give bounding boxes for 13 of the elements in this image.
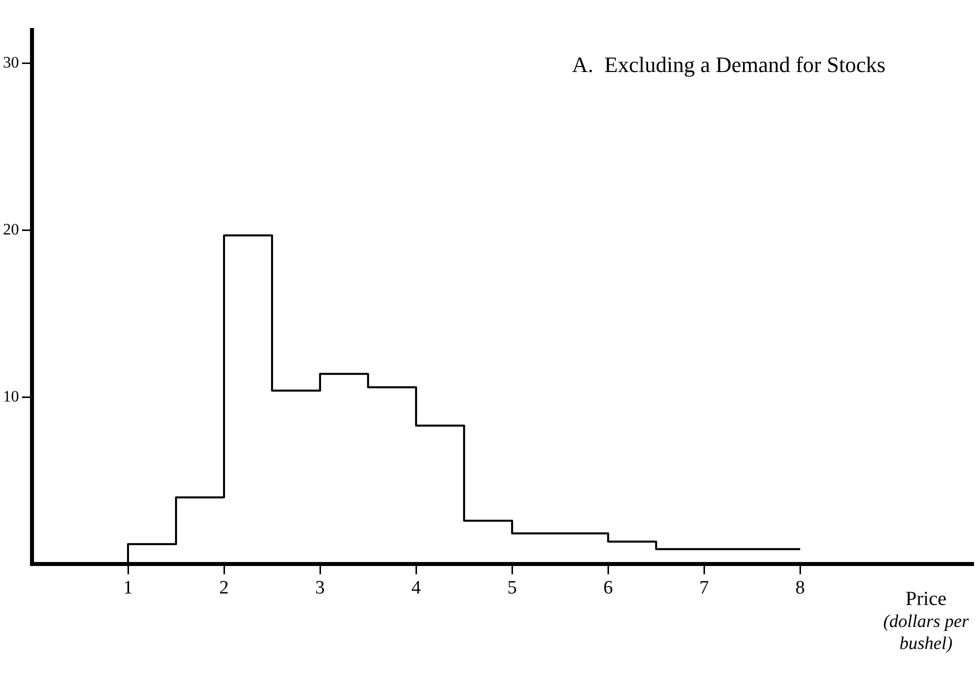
y-tick-label: 30: [3, 54, 19, 72]
x-tick-label: 1: [123, 578, 133, 599]
x-tick-label: 3: [315, 578, 325, 599]
x-tick-label: 6: [603, 578, 613, 599]
x-axis-title: Price (dollars per bushel): [882, 588, 970, 654]
x-tick-label: 5: [507, 578, 517, 599]
y-tick-label: 20: [3, 222, 19, 239]
y-tick-label: 10: [3, 388, 19, 406]
x-tick-label: 2: [219, 578, 229, 599]
x-tick-label: 7: [699, 578, 709, 599]
text: A. Excluding a Demand for Stocks: [572, 52, 886, 78]
x-tick-label: 8: [795, 578, 805, 599]
x-tick-label: 4: [411, 578, 422, 599]
